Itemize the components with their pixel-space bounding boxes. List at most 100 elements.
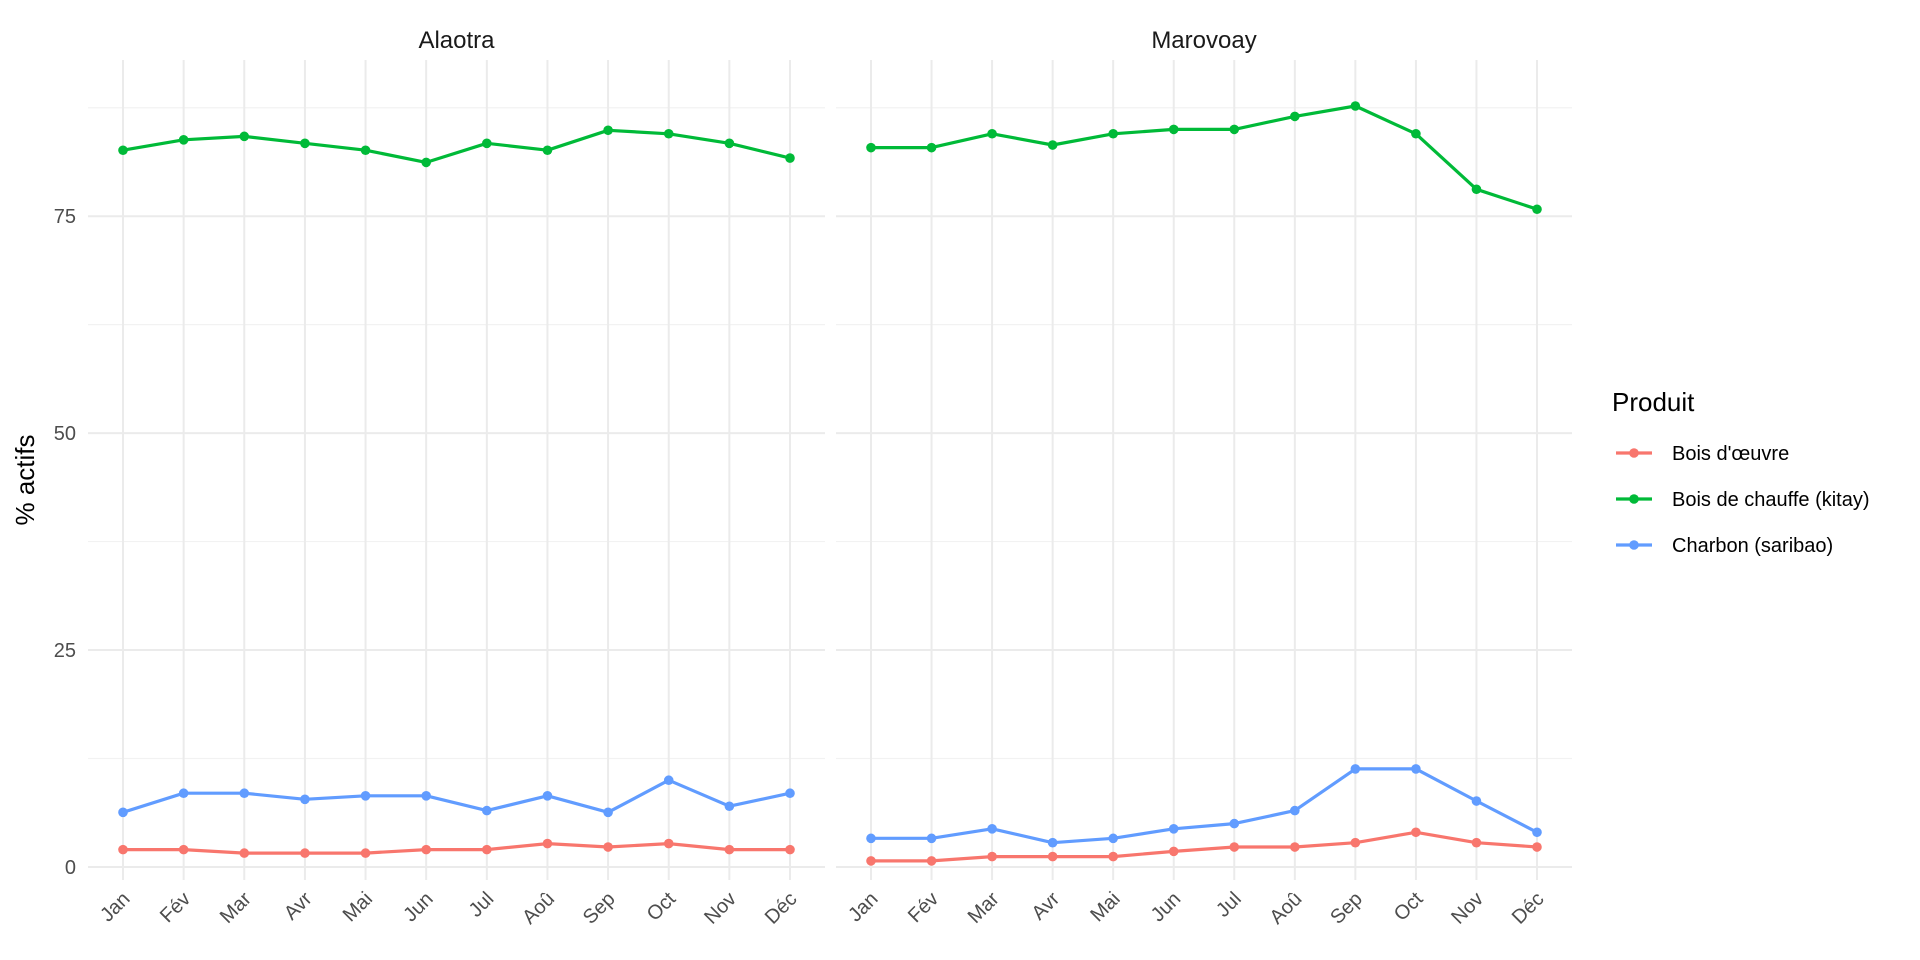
data-point xyxy=(987,128,997,139)
data-point xyxy=(926,856,937,866)
x-tick-label: Mar xyxy=(216,888,256,928)
data-point xyxy=(542,838,553,849)
data-point xyxy=(724,844,735,855)
data-point xyxy=(1229,842,1240,852)
x-tick-label: Jan xyxy=(96,888,134,926)
data-point xyxy=(1047,851,1058,862)
data-point xyxy=(178,788,189,799)
x-tick-label: Jun xyxy=(1147,888,1185,926)
legend-title: Produit xyxy=(1612,387,1695,417)
series-bois-de-chauffe-kitay xyxy=(866,101,1542,215)
series-charbon-saribao xyxy=(866,764,1542,848)
data-point xyxy=(987,824,997,834)
series-bois-de-chauffe-kitay xyxy=(118,125,795,168)
data-point xyxy=(1229,818,1240,829)
data-point xyxy=(1471,184,1482,195)
data-point xyxy=(421,844,431,855)
series-bois-d-oeuvre xyxy=(118,838,795,858)
data-point xyxy=(1047,837,1058,848)
panel-alaotra: Alaotra 0 25 50 75 Jan Fév Mar Avr Mai Jun Jul Aoû Se… xyxy=(54,27,825,929)
data-point xyxy=(663,838,674,849)
legend-key-point xyxy=(1629,494,1639,504)
data-point xyxy=(300,794,310,805)
data-point xyxy=(239,848,250,858)
data-point xyxy=(178,844,189,855)
data-point xyxy=(118,844,128,855)
data-point xyxy=(1108,833,1118,844)
data-point xyxy=(300,138,310,149)
data-point xyxy=(1168,846,1179,857)
data-point xyxy=(1290,111,1300,122)
data-point xyxy=(785,844,795,855)
y-tick-label: 25 xyxy=(54,640,76,662)
x-tick-label: Nov xyxy=(1447,888,1488,929)
y-tick-label: 75 xyxy=(54,206,76,228)
x-tick-label: Jun xyxy=(399,888,437,926)
series-bois-d-oeuvre xyxy=(866,827,1542,866)
data-point xyxy=(663,775,674,786)
data-point xyxy=(1532,842,1542,852)
series-line-bois-d-oeuvre xyxy=(869,830,1539,863)
panel-title: Alaotra xyxy=(418,27,495,54)
data-point xyxy=(360,848,371,858)
data-point xyxy=(866,142,876,153)
x-tick-label: Aoû xyxy=(1266,888,1307,929)
x-tick-label: Sep xyxy=(579,888,620,929)
x-tick-label: Fév xyxy=(156,888,195,927)
data-point xyxy=(360,145,371,156)
y-tick-label: 0 xyxy=(65,857,76,879)
x-tick-label: Mai xyxy=(339,888,377,926)
panel-title: Marovoay xyxy=(1151,27,1256,54)
data-point xyxy=(1471,796,1482,806)
data-point xyxy=(482,138,492,149)
x-tick-label: Oct xyxy=(643,888,681,926)
data-point xyxy=(542,791,553,801)
data-point xyxy=(542,145,553,156)
legend-key-point xyxy=(1629,540,1639,550)
data-point xyxy=(926,142,937,153)
data-point xyxy=(1350,837,1361,848)
series-line-charbon-saribao xyxy=(869,767,1539,845)
data-point xyxy=(1047,140,1058,150)
data-point xyxy=(785,153,795,163)
data-point xyxy=(482,844,492,855)
data-point xyxy=(421,157,431,168)
series-charbon-saribao xyxy=(118,775,795,818)
data-point xyxy=(1290,805,1300,816)
x-tick-label: Jul xyxy=(1212,888,1246,922)
legend-label: Bois de chauffe (kitay) xyxy=(1672,489,1870,511)
x-tick-label: Sep xyxy=(1326,888,1367,929)
data-point xyxy=(1290,842,1300,852)
data-point xyxy=(1532,204,1542,215)
data-point xyxy=(482,805,492,816)
data-point xyxy=(1532,827,1542,838)
legend-label: Charbon (saribao) xyxy=(1672,535,1833,557)
data-point xyxy=(987,851,997,862)
data-point xyxy=(1411,128,1421,139)
series-line-bois-de-chauffe-kitay xyxy=(869,104,1539,211)
legend-items: Bois d'œuvre Bois de chauffe (kitay) Charb… xyxy=(1616,443,1870,557)
data-point xyxy=(603,807,613,818)
chart-panels: Alaotra 0 25 50 75 Jan Fév Mar Avr Mai Jun Jul Aoû Se… xyxy=(54,27,1572,929)
x-tick-label: Aoû xyxy=(518,888,559,929)
data-point xyxy=(118,807,128,818)
data-point xyxy=(421,791,431,801)
data-point xyxy=(724,801,735,812)
legend-item-bois-de-chauffe-kitay: Bois de chauffe (kitay) xyxy=(1616,489,1870,511)
data-point xyxy=(360,791,371,801)
data-point xyxy=(1350,101,1361,111)
x-tick-label: Fév xyxy=(904,888,943,927)
x-tick-label: Avr xyxy=(280,888,317,925)
data-point xyxy=(663,128,674,139)
data-point xyxy=(866,856,876,866)
data-point xyxy=(1471,837,1482,848)
data-point xyxy=(603,842,613,852)
data-point xyxy=(239,131,250,142)
data-point xyxy=(866,833,876,844)
legend-item-charbon-saribao: Charbon (saribao) xyxy=(1616,535,1833,557)
x-tick-label: Mai xyxy=(1086,888,1124,926)
x-tick-label: Jul xyxy=(465,888,499,922)
x-tick-label: Oct xyxy=(1390,888,1428,926)
y-axis-title: % actifs xyxy=(10,434,40,525)
data-point xyxy=(785,788,795,799)
